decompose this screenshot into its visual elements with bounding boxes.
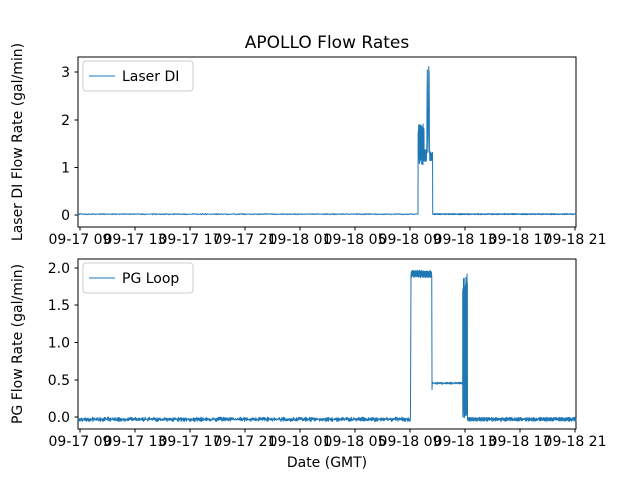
x-tick-label: 09-18 13 <box>434 232 497 248</box>
y-tick-label: 0.5 <box>48 373 70 389</box>
y-tick-label: 2 <box>61 113 70 129</box>
x-tick-label: 09-18 09 <box>379 232 442 248</box>
legend-frame <box>82 262 194 294</box>
y-tick-label: 1.5 <box>48 298 70 314</box>
x-tick-label: 09-18 01 <box>269 232 332 248</box>
x-tick-label: 09-17 21 <box>214 232 277 248</box>
x-tick-label: 09-17 13 <box>104 232 167 248</box>
y-tick-label: 0 <box>61 208 70 224</box>
pg-loop-axes-frame <box>77 258 577 430</box>
laser-di-series <box>77 66 577 216</box>
x-tick-label: 09-17 09 <box>49 434 112 450</box>
x-tick-label: 09-17 21 <box>214 434 277 450</box>
pg-loop-series-line <box>77 269 577 423</box>
laser-di-legend: Laser DI <box>82 60 194 92</box>
laser-di-y-axis-label: Laser DI Flow Rate (gal/min) <box>10 43 26 241</box>
legend-label: Laser DI <box>122 69 179 85</box>
y-tick-label: 3 <box>61 65 70 81</box>
x-tick-label: 09-18 21 <box>544 434 607 450</box>
pg-loop-legend: PG Loop <box>82 262 194 294</box>
y-tick-label: 0.0 <box>48 410 70 426</box>
x-tick-label: 09-17 17 <box>159 232 222 248</box>
chart-title: APOLLO Flow Rates <box>245 33 410 53</box>
legend-label: PG Loop <box>122 271 179 287</box>
x-tick-label: 09-18 05 <box>324 232 387 248</box>
laser-di-axes-frame <box>77 56 577 228</box>
x-tick-label: 09-18 17 <box>489 232 552 248</box>
legend-frame <box>82 60 194 92</box>
x-tick-label: 09-17 17 <box>159 434 222 450</box>
x-tick-label: 09-18 21 <box>544 232 607 248</box>
y-tick-label: 1 <box>61 160 70 176</box>
x-tick-label: 09-17 09 <box>49 232 112 248</box>
pg-loop-series <box>77 269 577 423</box>
y-tick-label: 2.0 <box>48 261 70 277</box>
x-tick-label: 09-18 09 <box>379 434 442 450</box>
x-axis-label: Date (GMT) <box>287 455 367 471</box>
y-tick-label: 1.0 <box>48 336 70 352</box>
pg-loop-y-axis-label: PG Flow Rate (gal/min) <box>10 264 26 424</box>
x-tick-label: 09-18 05 <box>324 434 387 450</box>
laser-di-series-line <box>77 66 577 216</box>
x-tick-label: 09-17 13 <box>104 434 167 450</box>
x-tick-label: 09-18 17 <box>489 434 552 450</box>
x-tick-label: 09-18 01 <box>269 434 332 450</box>
x-tick-label: 09-18 13 <box>434 434 497 450</box>
